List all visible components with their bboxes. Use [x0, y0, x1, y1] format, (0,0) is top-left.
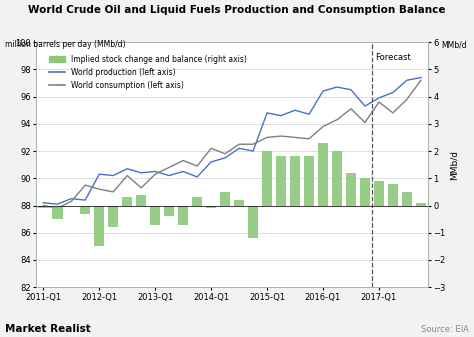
Bar: [374, 181, 384, 206]
Bar: [360, 178, 370, 206]
Bar: [401, 192, 412, 206]
Bar: [318, 143, 328, 206]
Bar: [346, 173, 356, 206]
Bar: [52, 206, 63, 219]
Bar: [262, 151, 272, 206]
Bar: [178, 206, 188, 224]
Bar: [94, 206, 104, 246]
Bar: [38, 206, 48, 208]
Bar: [416, 203, 426, 206]
Bar: [388, 184, 398, 206]
Bar: [248, 206, 258, 238]
Bar: [206, 206, 216, 208]
Bar: [220, 192, 230, 206]
Bar: [234, 200, 244, 206]
Text: Market Realist: Market Realist: [5, 324, 91, 334]
Text: Source: EIA: Source: EIA: [421, 325, 469, 334]
Bar: [164, 206, 174, 216]
Bar: [332, 151, 342, 206]
Bar: [80, 206, 91, 214]
Legend: Implied stock change and balance (right axis), World production (left axis), Wor: Implied stock change and balance (right …: [48, 53, 248, 92]
Bar: [290, 156, 301, 206]
Bar: [136, 195, 146, 206]
Text: million barrels per day (MMb/d): million barrels per day (MMb/d): [5, 40, 125, 50]
Text: Forecast: Forecast: [375, 53, 411, 62]
Bar: [108, 206, 118, 227]
Bar: [122, 197, 132, 206]
Y-axis label: MMb/d: MMb/d: [450, 150, 459, 180]
Bar: [150, 206, 160, 224]
Bar: [276, 156, 286, 206]
Text: MMb/d: MMb/d: [441, 40, 467, 50]
Bar: [304, 156, 314, 206]
Bar: [192, 197, 202, 206]
Text: World Crude Oil and Liquid Fuels Production and Consumption Balance: World Crude Oil and Liquid Fuels Product…: [28, 5, 446, 15]
